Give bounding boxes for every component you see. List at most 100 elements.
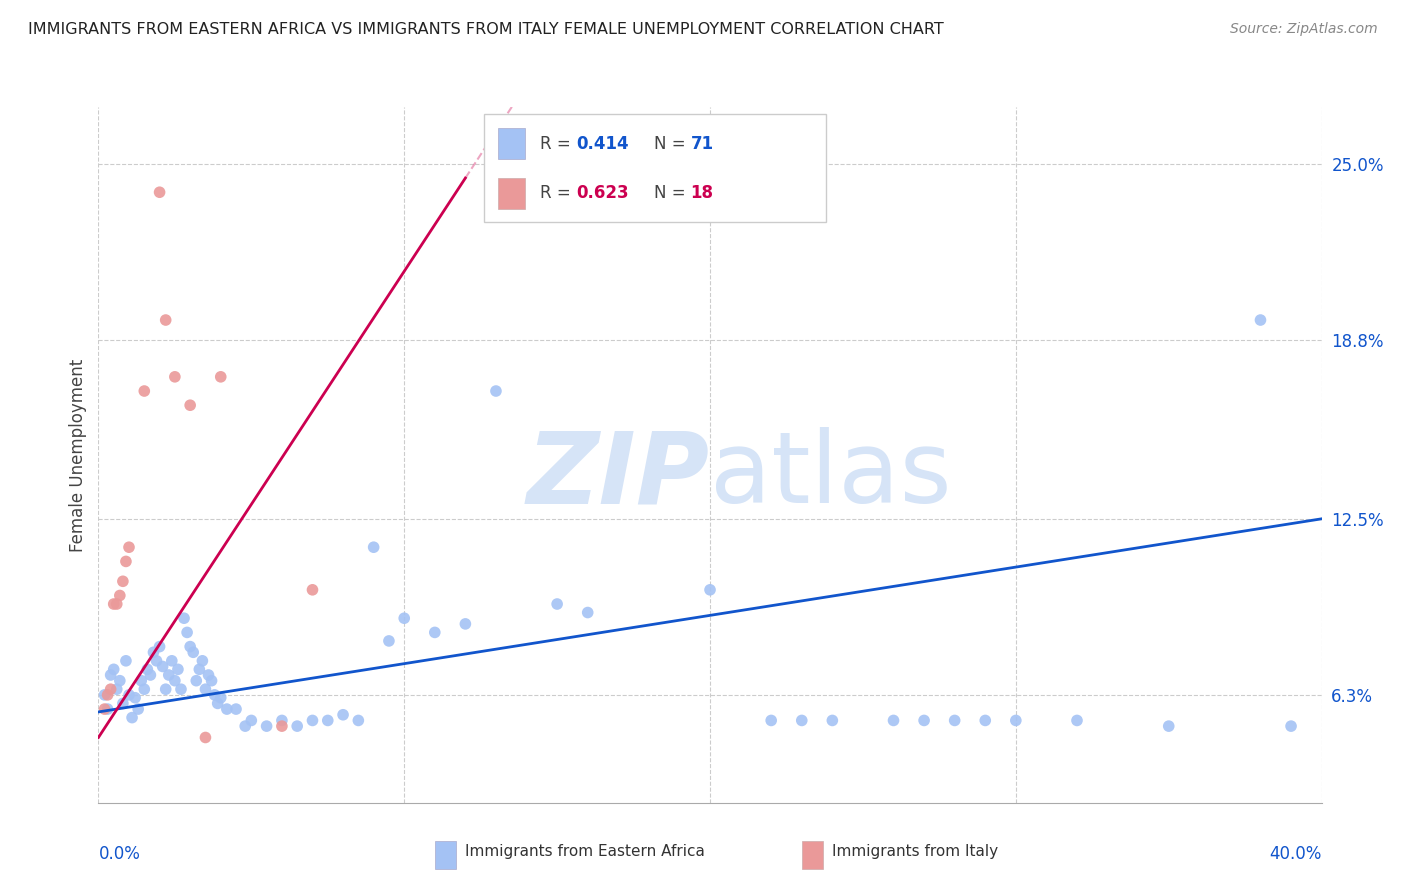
Point xyxy=(301,582,323,597)
Point xyxy=(423,625,446,640)
Point xyxy=(204,688,226,702)
Text: R =: R = xyxy=(540,135,576,153)
Point xyxy=(332,707,354,722)
Point xyxy=(127,702,149,716)
Point xyxy=(160,654,183,668)
Point xyxy=(1066,714,1088,728)
Point xyxy=(179,640,201,654)
Point xyxy=(176,625,198,640)
Point xyxy=(105,682,128,697)
Point xyxy=(943,714,966,728)
Point xyxy=(136,662,159,676)
Point xyxy=(233,719,256,733)
Y-axis label: Female Unemployment: Female Unemployment xyxy=(69,359,87,551)
Point xyxy=(378,634,401,648)
Text: ZIP: ZIP xyxy=(527,427,710,524)
Point xyxy=(392,611,416,625)
Point xyxy=(209,369,232,384)
Point xyxy=(1249,313,1271,327)
Text: 71: 71 xyxy=(690,135,714,153)
Point xyxy=(93,702,115,716)
Point xyxy=(163,369,186,384)
Point xyxy=(149,640,172,654)
Point xyxy=(194,731,217,745)
Bar xyxy=(498,128,526,160)
Text: Immigrants from Italy: Immigrants from Italy xyxy=(832,844,998,859)
Point xyxy=(883,714,905,728)
Point xyxy=(97,702,120,716)
Point xyxy=(93,688,115,702)
Point xyxy=(454,616,477,631)
Point xyxy=(191,654,214,668)
Point xyxy=(1157,719,1180,733)
Point xyxy=(576,606,599,620)
Point xyxy=(155,313,177,327)
Point xyxy=(209,690,232,705)
Point xyxy=(145,654,167,668)
Point xyxy=(111,697,134,711)
Point xyxy=(225,702,247,716)
Point xyxy=(139,668,162,682)
Point xyxy=(121,710,143,724)
Point xyxy=(149,186,172,200)
Point xyxy=(207,697,229,711)
Text: R =: R = xyxy=(540,185,576,202)
Point xyxy=(103,662,125,676)
Point xyxy=(118,688,141,702)
Point xyxy=(179,398,201,412)
Point xyxy=(124,690,146,705)
Point xyxy=(194,682,217,697)
Point xyxy=(170,682,193,697)
Point xyxy=(912,714,935,728)
Point xyxy=(142,645,165,659)
Point xyxy=(115,554,138,568)
Point xyxy=(167,662,190,676)
Point xyxy=(105,597,128,611)
FancyBboxPatch shape xyxy=(484,114,827,222)
Point xyxy=(115,654,138,668)
Point xyxy=(821,714,844,728)
Point xyxy=(485,384,508,398)
Point xyxy=(181,645,204,659)
Point xyxy=(301,714,323,728)
Point xyxy=(699,582,721,597)
Point xyxy=(347,714,370,728)
Point xyxy=(759,714,782,728)
Point xyxy=(134,682,156,697)
Point xyxy=(186,673,208,688)
Point xyxy=(118,540,141,554)
Text: N =: N = xyxy=(654,135,690,153)
Point xyxy=(270,719,292,733)
Point xyxy=(157,668,180,682)
Text: 0.623: 0.623 xyxy=(576,185,630,202)
Point xyxy=(316,714,339,728)
Point xyxy=(285,719,308,733)
Point xyxy=(974,714,997,728)
Text: Source: ZipAtlas.com: Source: ZipAtlas.com xyxy=(1230,22,1378,37)
Point xyxy=(97,688,120,702)
Point xyxy=(1279,719,1302,733)
Point xyxy=(129,673,152,688)
Point xyxy=(256,719,278,733)
Text: atlas: atlas xyxy=(710,427,952,524)
Point xyxy=(163,673,186,688)
Point xyxy=(363,540,385,554)
Text: 0.414: 0.414 xyxy=(576,135,630,153)
Point xyxy=(100,668,122,682)
Bar xyxy=(498,178,526,209)
Point xyxy=(111,574,134,589)
Point xyxy=(215,702,238,716)
Text: N =: N = xyxy=(654,185,690,202)
Point xyxy=(197,668,219,682)
Point xyxy=(103,597,125,611)
Text: 0.0%: 0.0% xyxy=(98,845,141,863)
Bar xyxy=(434,841,457,869)
Text: Immigrants from Eastern Africa: Immigrants from Eastern Africa xyxy=(465,844,706,859)
Point xyxy=(152,659,174,673)
Point xyxy=(546,597,568,611)
Point xyxy=(100,682,122,697)
Point xyxy=(134,384,156,398)
Text: 18: 18 xyxy=(690,185,713,202)
Point xyxy=(240,714,263,728)
Point xyxy=(188,662,211,676)
